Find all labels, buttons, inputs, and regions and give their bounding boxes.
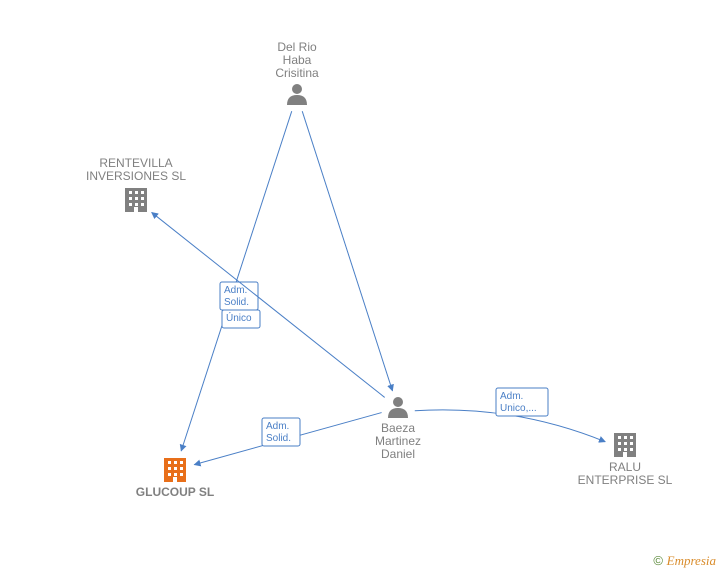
edge-label: Adm.Solid. <box>262 418 300 446</box>
svg-text:Adm.: Adm. <box>500 391 523 402</box>
brand-name: Empresia <box>667 553 716 568</box>
company-node-rentevilla[interactable]: RENTEVILLAINVERSIONES SL <box>86 156 186 212</box>
edge-label: Adm.Solid. <box>220 282 258 310</box>
node-label: INVERSIONES SL <box>86 169 186 183</box>
svg-text:Único: Único <box>226 311 252 324</box>
svg-text:Adm.: Adm. <box>266 421 289 432</box>
network-diagram: Adm.Solid.ÚnicoAdm.Solid.Adm.Unico,...De… <box>0 0 728 575</box>
svg-text:Unico,...: Unico,... <box>500 403 537 414</box>
node-label: Daniel <box>381 447 415 461</box>
node-label: Del Rio <box>277 40 317 54</box>
svg-text:Solid.: Solid. <box>224 297 249 308</box>
edge <box>181 111 292 451</box>
footer-copyright: © Empresia <box>653 553 716 569</box>
node-label: GLUCOUP SL <box>136 485 214 499</box>
edges-layer: Adm.Solid.ÚnicoAdm.Solid.Adm.Unico,... <box>152 111 606 464</box>
company-node-glucoup[interactable]: GLUCOUP SL <box>136 458 214 499</box>
node-label: ENTERPRISE SL <box>578 473 673 487</box>
edge-label: Adm.Unico,... <box>496 388 548 416</box>
person-node-delrio[interactable]: Del RioHabaCrisitina <box>275 40 319 105</box>
edge <box>152 212 385 397</box>
node-label: Martinez <box>375 434 421 448</box>
node-label: Crisitina <box>275 66 319 80</box>
node-label: Baeza <box>381 421 415 435</box>
edge <box>302 111 392 391</box>
node-label: RALU <box>609 460 641 474</box>
node-label: RENTEVILLA <box>99 156 172 170</box>
svg-text:Adm.: Adm. <box>224 285 247 296</box>
copyright-symbol: © <box>653 553 663 568</box>
svg-text:Solid.: Solid. <box>266 433 291 444</box>
edge-label: Único <box>222 310 260 328</box>
nodes-layer: Del RioHabaCrisitina RENTEVILLAINVERSIONE… <box>86 40 673 499</box>
person-node-baeza[interactable]: BaezaMartinezDaniel <box>375 397 421 461</box>
company-node-ralu[interactable]: RALUENTERPRISE SL <box>578 433 673 487</box>
node-label: Haba <box>283 53 312 67</box>
